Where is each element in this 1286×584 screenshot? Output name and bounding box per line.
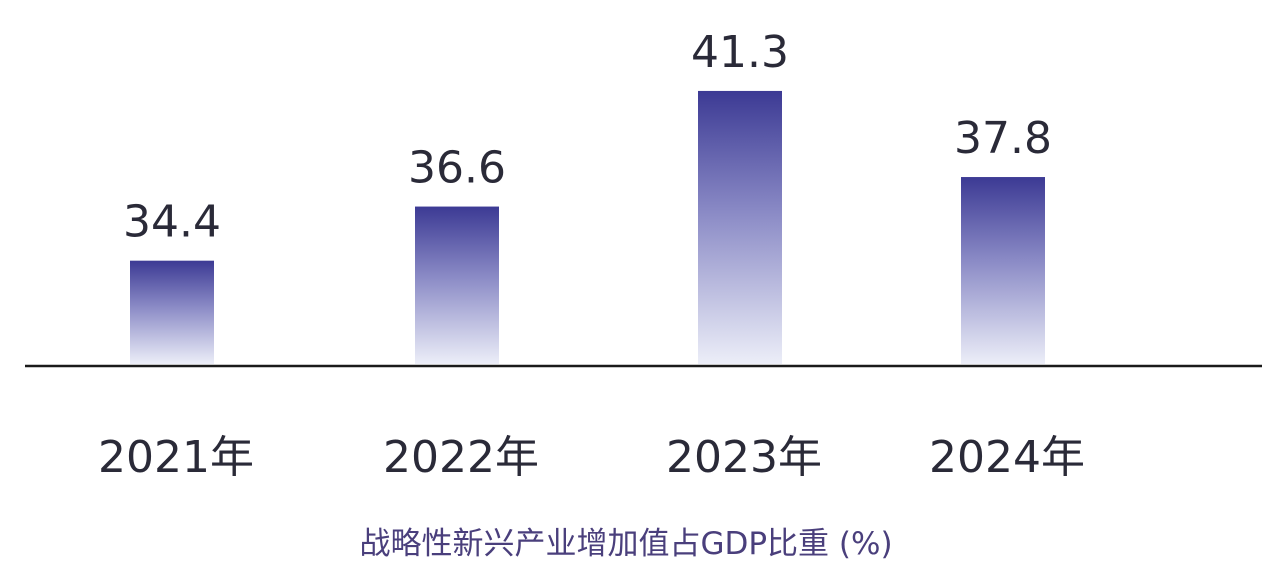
x-tick-label: 2021年	[98, 432, 254, 483]
bar-2024年	[961, 177, 1045, 364]
x-tick-label: 2023年	[666, 432, 822, 483]
bar-2022年	[415, 206, 499, 364]
x-tick-label: 2024年	[929, 432, 1085, 483]
value-label: 36.6	[408, 143, 506, 194]
value-label: 37.8	[954, 113, 1052, 164]
value-labels-group: 34.4 36.6 41.3 37.8	[123, 27, 1052, 248]
x-axis-tick-labels: 2021年 2022年 2023年 2024年	[98, 432, 1085, 483]
x-axis-label: 战略性新兴产业增加值占GDP比重 (%)	[359, 526, 892, 562]
bar-2021年	[130, 260, 214, 364]
x-tick-label: 2022年	[383, 432, 539, 483]
bar-2023年	[698, 90, 782, 364]
value-label: 41.3	[691, 27, 789, 78]
value-label: 34.4	[123, 197, 221, 248]
bars-group	[130, 90, 1045, 364]
